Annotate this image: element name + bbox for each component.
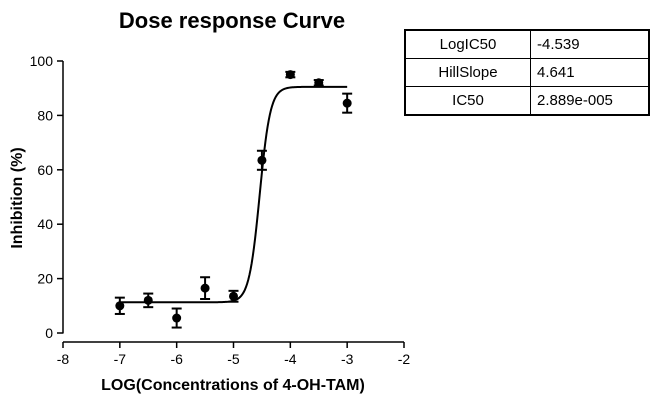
table-row: LogIC50 -4.539 (404, 29, 650, 59)
data-point (171, 307, 182, 329)
param-name: HillSlope (404, 58, 531, 87)
data-point (114, 296, 125, 315)
data-point (256, 149, 267, 171)
x-tick-label: -7 (114, 351, 127, 367)
y-tick-label: 0 (45, 325, 53, 341)
data-point (228, 289, 239, 303)
param-value: -4.539 (530, 29, 650, 59)
data-point (200, 276, 211, 300)
param-value: 2.889e-005 (530, 86, 650, 116)
point-marker (342, 98, 352, 108)
x-tick-label: -4 (284, 351, 297, 367)
data-points (114, 70, 353, 329)
table-row: HillSlope 4.641 (404, 58, 650, 87)
fit-curve (119, 85, 348, 304)
data-point (285, 70, 296, 80)
table-row: IC50 2.889e-005 (404, 86, 650, 116)
chart-title: Dose response Curve (119, 8, 345, 33)
data-point (143, 292, 154, 309)
y-tick-label: 100 (30, 53, 54, 69)
x-tick-label: -2 (398, 351, 411, 367)
point-marker (115, 301, 125, 311)
x-tick-label: -5 (227, 351, 240, 367)
data-point (342, 92, 353, 114)
x-tick-label: -3 (341, 351, 354, 367)
x-tick-label: -6 (170, 351, 183, 367)
y-axis-ticks: 0 20 40 60 80 100 (30, 53, 63, 341)
y-axis-title: Inhibition (%) (9, 147, 26, 248)
x-axis-title: LOG(Concentrations of 4-OH-TAM) (101, 377, 365, 394)
parameter-table: LogIC50 -4.539 HillSlope 4.641 IC50 2.88… (404, 29, 650, 116)
y-tick-label: 60 (37, 162, 53, 178)
x-axis-ticks: -8 -7 -6 -5 -4 -3 -2 (57, 342, 411, 367)
param-name: IC50 (404, 86, 531, 116)
point-marker (257, 155, 267, 165)
param-name: LogIC50 (404, 29, 531, 59)
data-point (313, 78, 324, 88)
point-marker (285, 70, 295, 80)
point-marker (200, 283, 210, 293)
y-tick-label: 20 (37, 271, 53, 287)
point-marker (314, 78, 324, 88)
y-tick-label: 80 (37, 107, 53, 123)
point-marker (229, 291, 238, 301)
point-marker (172, 313, 182, 323)
point-marker (143, 295, 153, 305)
y-tick-label: 40 (37, 216, 53, 232)
param-value: 4.641 (530, 58, 650, 87)
x-tick-label: -8 (57, 351, 70, 367)
